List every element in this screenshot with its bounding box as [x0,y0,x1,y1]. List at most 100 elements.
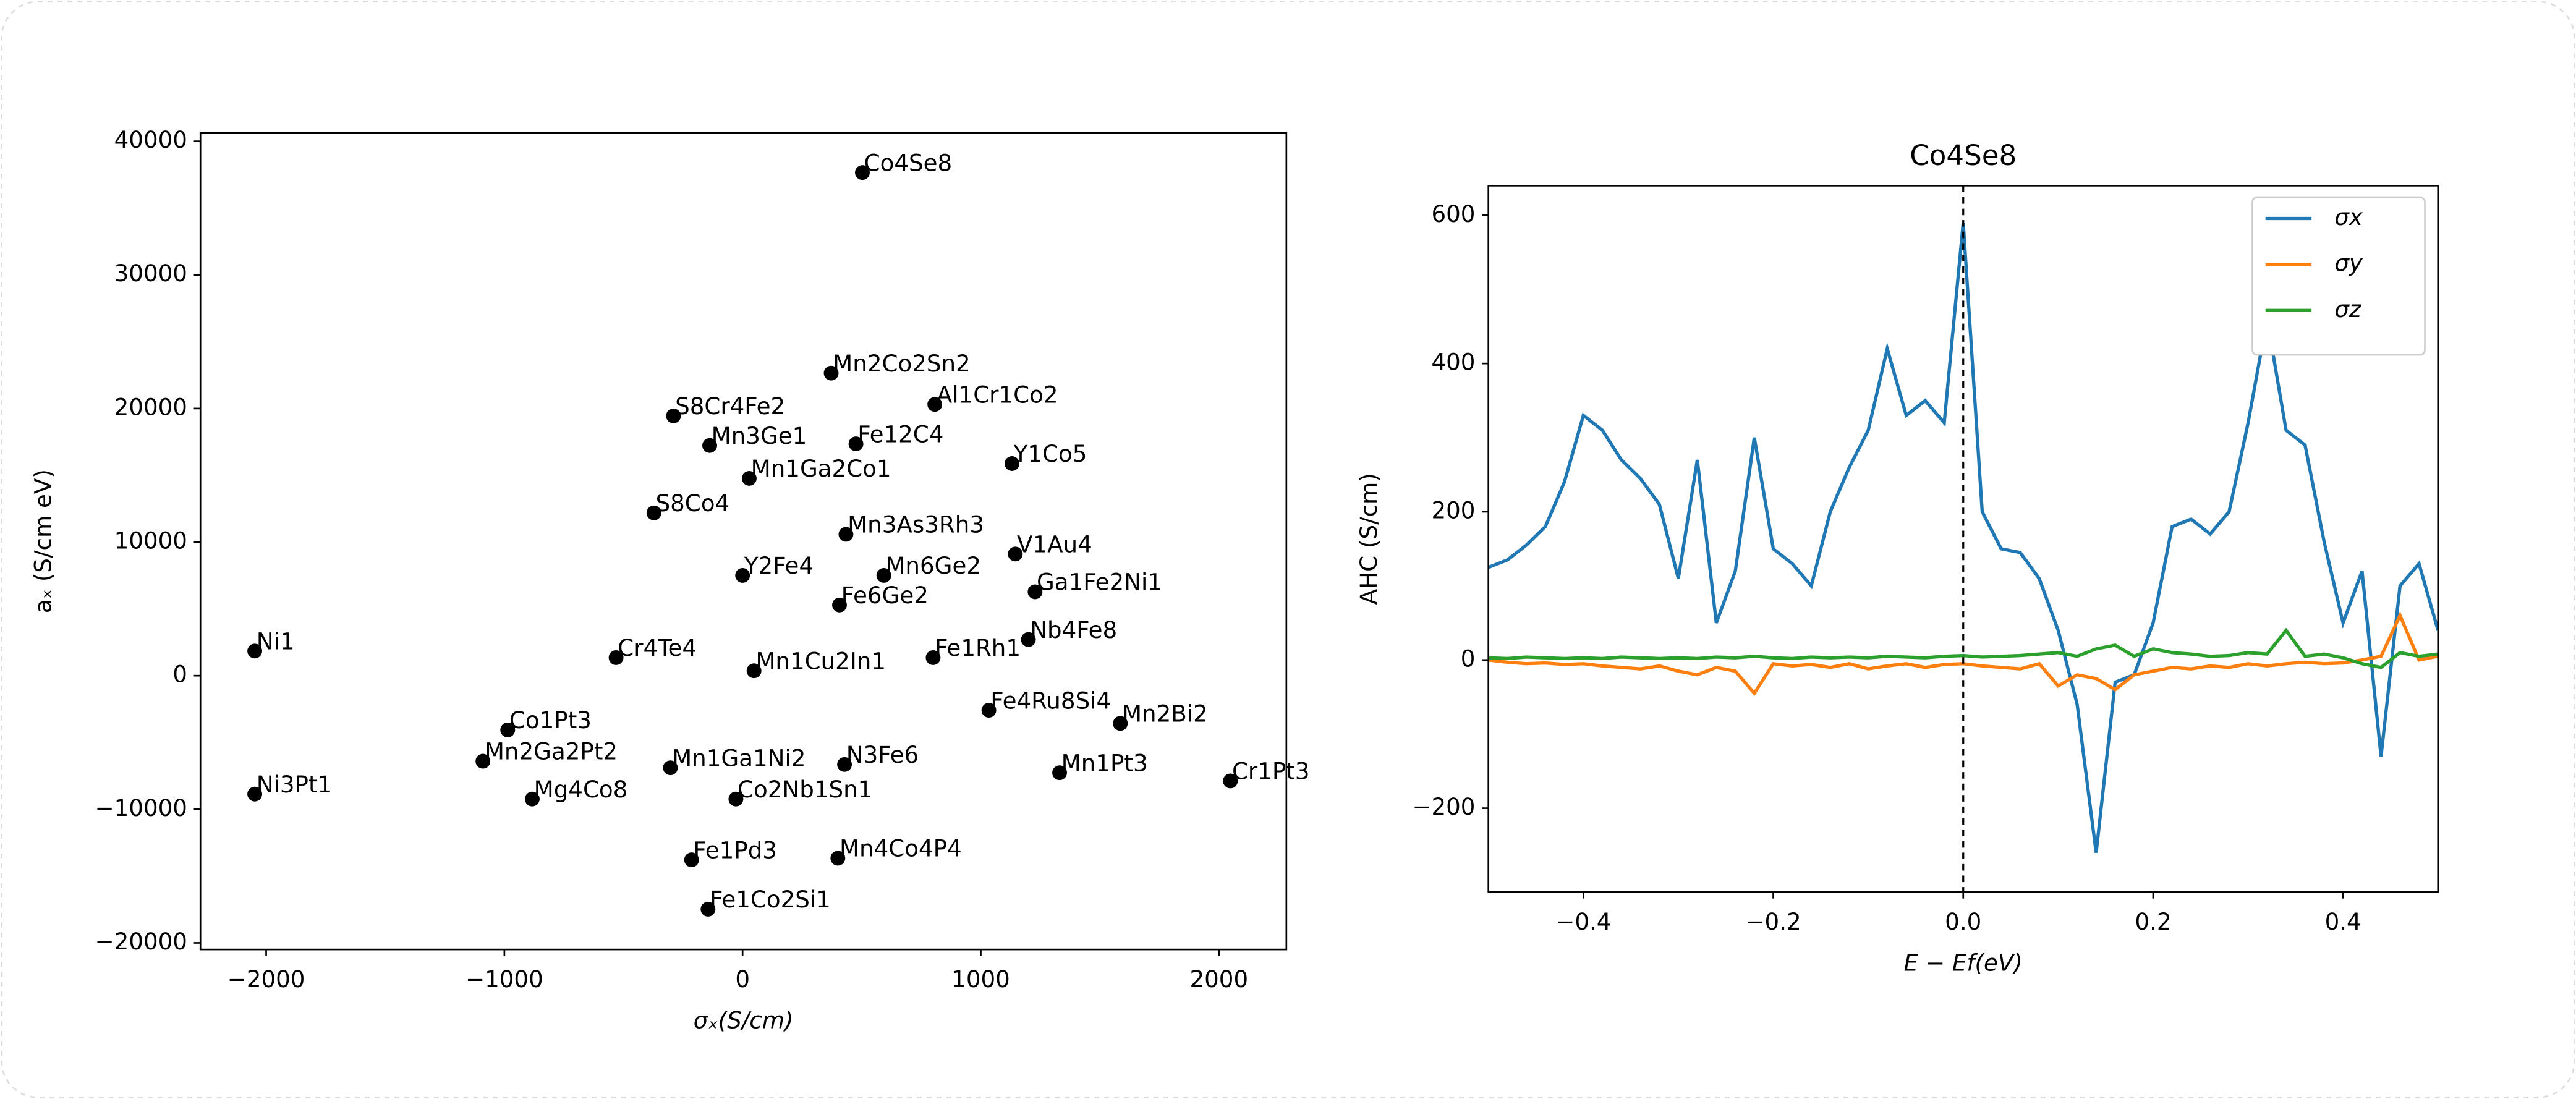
point [830,851,846,866]
point [1027,584,1043,600]
y-tick-label: 600 [1431,200,1475,227]
point-label: Al1Cr1Co2 [937,381,1058,408]
series-line [1488,627,2438,669]
x-tick-label: 2000 [1189,965,1248,993]
point [475,753,491,769]
y-axis-label: AHC (S/cm) [1355,473,1382,605]
x-tick-label: 0.2 [2135,908,2171,935]
point-label: Ni1 [257,627,295,655]
point [838,527,854,542]
point-label: Mn1Pt3 [1061,749,1148,776]
point [646,505,661,520]
y-tick-label: 30000 [114,260,187,287]
y-axis-label: aₓ (S/cm eV) [29,469,56,613]
x-axis-label: σₓ(S/cm) [694,1007,794,1034]
point-label: N3Fe6 [846,741,919,768]
x-tick-label: 1000 [951,965,1010,993]
point-label: Nb4Fe8 [1030,616,1117,643]
point-label: Fe12C4 [857,420,943,448]
x-axis-label: E − Ef(eV) [1904,949,2023,977]
point [823,365,839,381]
point [608,650,624,665]
point-label: Mn3As3Rh3 [848,511,984,538]
legend-label: σx [2334,203,2363,231]
point [742,471,757,486]
point-label: Y1Co5 [1013,440,1087,467]
x-tick-label: −0.2 [1745,908,1801,935]
point [981,703,997,718]
chart-title: Co4Se8 [1910,139,2017,172]
point [247,643,263,659]
y-tick-label: 20000 [114,393,187,420]
point-label: S8Co4 [656,490,730,517]
point-label: Ni3Pt1 [257,771,332,798]
x-tick-label: 0 [735,965,750,993]
point [684,852,699,868]
axes-frame [1487,185,2439,893]
point [1052,765,1067,781]
point-label: Co4Se8 [864,149,953,176]
point-label: Mn1Ga2Co1 [751,455,891,482]
point [1021,632,1036,647]
point [247,786,263,802]
y-tick-label: 0 [1461,645,1476,672]
y-tick-label: 200 [1431,496,1475,524]
point-label: Mn2Ga2Pt2 [485,738,618,765]
point [666,408,681,423]
point-label: Mn1Cu2In1 [755,647,886,674]
y-tick-label: 40000 [114,126,187,153]
point [746,663,762,679]
y-tick-label: 10000 [114,527,187,554]
point-label: Cr4Te4 [618,634,697,661]
point [524,791,540,807]
series-line [1488,611,2438,697]
point-label: S8Cr4Fe2 [675,392,785,420]
x-tick-label: 0.0 [1945,908,1981,935]
point-label: Co1Pt3 [509,706,592,734]
legend-label: σy [2334,249,2363,276]
point-label: Mn2Bi2 [1122,700,1208,728]
y-tick-label: 400 [1431,349,1475,376]
point-label: Fe1Rh1 [935,634,1021,661]
point-label: Mn4Co4P4 [840,835,962,862]
point [855,165,870,180]
point [702,438,717,453]
point-label: Fe6Ge2 [841,582,929,609]
point-label: Mn6Ge2 [885,552,981,579]
point-label: Ga1Fe2Ni1 [1037,569,1162,596]
x-tick-label: −0.4 [1555,908,1611,935]
y-tick-label: 0 [172,661,187,688]
point [1113,716,1128,731]
point [700,901,716,917]
y-tick-label: −10000 [95,794,187,821]
y-tick-label: −200 [1412,793,1475,820]
point-label: V1Au4 [1017,531,1092,558]
point [837,757,852,772]
point [500,723,516,737]
axes-frame [199,132,1288,951]
y-tick-label: −20000 [95,928,187,955]
point-label: Y2Fe4 [744,552,814,579]
point [1223,773,1238,789]
legend-box [2251,196,2426,356]
point-label: Cr1Pt3 [1232,758,1310,785]
point [832,597,847,613]
x-tick-label: 0.4 [2325,908,2361,935]
point-label: Mn2Co2Sn2 [833,350,971,377]
point [1008,546,1023,562]
point [848,436,864,452]
point [1005,456,1019,471]
point-label: Mg4Co8 [534,776,628,803]
x-tick-label: −2000 [227,965,305,993]
point-label: Co2Nb1Sn1 [738,776,872,803]
legend-label: σz [2334,295,2362,323]
point [735,567,750,583]
point-label: Mn3Ge1 [712,422,807,449]
point-label: Fe1Pd3 [693,836,777,864]
point-label: Fe4Ru8Si4 [990,687,1111,714]
point [925,650,941,665]
x-tick-label: −1000 [465,965,543,993]
point-label: Mn1Ga1Ni2 [672,744,806,771]
